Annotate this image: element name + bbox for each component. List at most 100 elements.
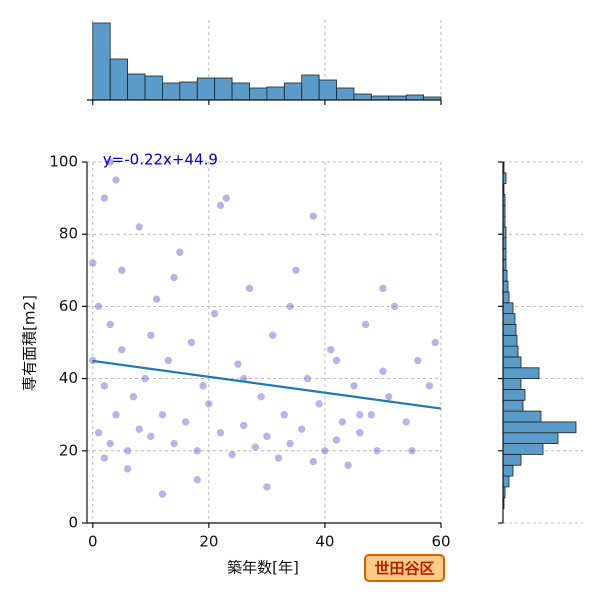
bar (502, 345, 519, 358)
point (390, 302, 399, 311)
point (111, 410, 121, 420)
x-tick-label: 20 (199, 533, 218, 551)
point (285, 439, 295, 448)
point (94, 302, 103, 311)
bar (336, 87, 355, 101)
point (105, 320, 115, 329)
point (285, 302, 295, 311)
point (349, 381, 359, 391)
point (262, 432, 272, 441)
bar (502, 464, 514, 477)
point (117, 265, 127, 275)
regression-label: y=-0.22x+44.9 (103, 151, 218, 169)
bar (109, 58, 129, 101)
x-tick-label: 60 (431, 533, 450, 551)
bar (502, 324, 517, 336)
point (175, 247, 185, 257)
point (140, 374, 150, 383)
bar (249, 87, 268, 101)
point (163, 356, 173, 365)
point (94, 428, 103, 438)
point (430, 338, 440, 347)
point (303, 374, 312, 383)
bar (196, 77, 216, 101)
y-axis-label: 専有面積[m2] (21, 295, 39, 391)
point (88, 258, 98, 268)
bar (266, 86, 285, 101)
bar (502, 313, 516, 325)
point (198, 381, 208, 391)
x-tick-label: 0 (88, 533, 98, 551)
bar (502, 302, 514, 315)
bar (502, 432, 559, 444)
point (210, 309, 219, 318)
point (384, 392, 394, 401)
y-tick-label: 80 (59, 225, 78, 243)
point (343, 460, 353, 470)
point (332, 435, 341, 445)
x-axis-label: 築年数[年] (227, 559, 299, 577)
bar (179, 81, 198, 101)
point (111, 175, 121, 185)
bar (502, 367, 540, 379)
point (326, 345, 336, 355)
y-tick-label: 0 (68, 514, 78, 532)
point (169, 273, 179, 282)
bar (502, 280, 509, 293)
point (309, 211, 318, 221)
point (378, 367, 388, 376)
point (250, 442, 260, 452)
badge-box (364, 554, 445, 582)
bar (502, 399, 524, 412)
bar (502, 443, 544, 455)
point (134, 222, 144, 232)
point (245, 284, 254, 293)
point (401, 417, 411, 427)
badge: 世田谷区 (374, 560, 434, 578)
bar (301, 74, 320, 101)
point (192, 475, 202, 484)
bar (502, 410, 542, 423)
point (158, 489, 167, 499)
point (320, 446, 330, 456)
bar (231, 82, 250, 101)
point (338, 417, 347, 427)
point (100, 453, 109, 463)
bar (144, 75, 163, 101)
bar (502, 378, 522, 390)
bar (502, 334, 518, 347)
point (233, 359, 243, 369)
bar (318, 79, 337, 101)
bar (502, 454, 522, 466)
point (239, 421, 248, 430)
bar (162, 82, 181, 101)
bar (214, 77, 233, 101)
point (367, 410, 376, 420)
point (291, 265, 301, 275)
point (262, 482, 272, 492)
point (372, 446, 382, 456)
point (355, 410, 365, 420)
point (425, 381, 434, 391)
point (169, 439, 179, 448)
bar (502, 475, 510, 488)
point (105, 439, 115, 448)
bar (92, 22, 111, 101)
y-tick-label: 60 (59, 297, 78, 315)
regression-line (92, 359, 442, 410)
bar (502, 356, 522, 369)
point (280, 410, 289, 420)
point (204, 399, 214, 409)
point (407, 446, 417, 456)
point (105, 157, 115, 167)
point (378, 284, 388, 293)
point (314, 399, 324, 409)
point (146, 432, 156, 441)
bar (353, 93, 372, 101)
point (192, 446, 202, 456)
point (117, 345, 127, 355)
point (216, 428, 225, 438)
bar (502, 389, 526, 401)
point (129, 392, 138, 401)
y-tick-label: 40 (59, 369, 78, 387)
